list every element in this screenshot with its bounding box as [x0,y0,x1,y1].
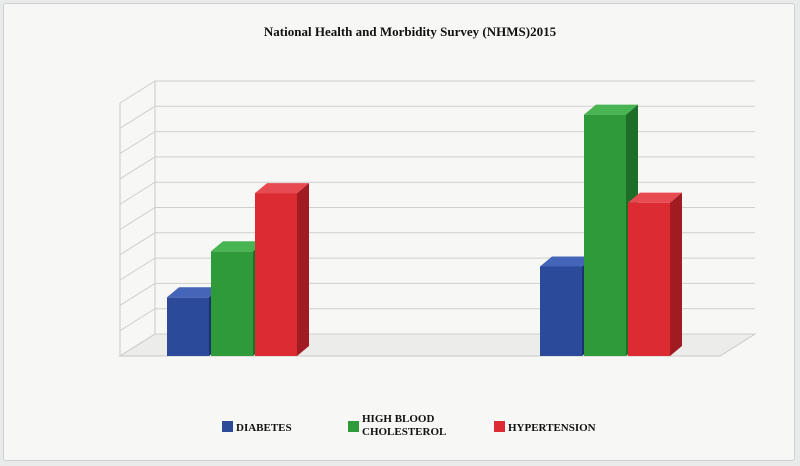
bar-front [255,193,297,356]
bar-side [670,192,682,356]
gridline [119,156,755,180]
gridline [119,105,755,129]
gridline [119,232,755,256]
bar-front [628,202,670,356]
legend-swatch [494,421,505,432]
legend-swatch [222,421,233,432]
legend-label-line: HIGH BLOOD [362,413,434,425]
bar-top [628,192,682,203]
bar-front [167,297,209,356]
bar-layer [167,104,682,356]
legend-label: HYPERTENSION [508,422,596,434]
bar-front [584,114,626,356]
legend-label: HIGH BLOOD CHOLESTEROL [362,413,446,438]
bar-front [540,266,582,356]
gridline [119,80,755,104]
gridline [119,207,755,230]
bar-top [584,104,638,115]
gridline [119,131,755,155]
legend-label-line: CHOLESTEROL [362,426,446,438]
legend-layer: DIABETES HIGH BLOOD CHOLESTEROL HYPERTENSIO… [222,413,596,438]
gridline [119,181,755,205]
bar-top [255,183,309,194]
chart-title: National Health and Morbidity Survey (NH… [264,24,557,39]
bar-top [211,241,265,252]
legend-label: DIABETES [236,422,292,434]
bar-front [211,251,253,356]
bar-side [297,183,309,356]
legend-swatch [348,421,359,432]
bar-top [540,256,594,267]
bar-top [167,287,221,298]
